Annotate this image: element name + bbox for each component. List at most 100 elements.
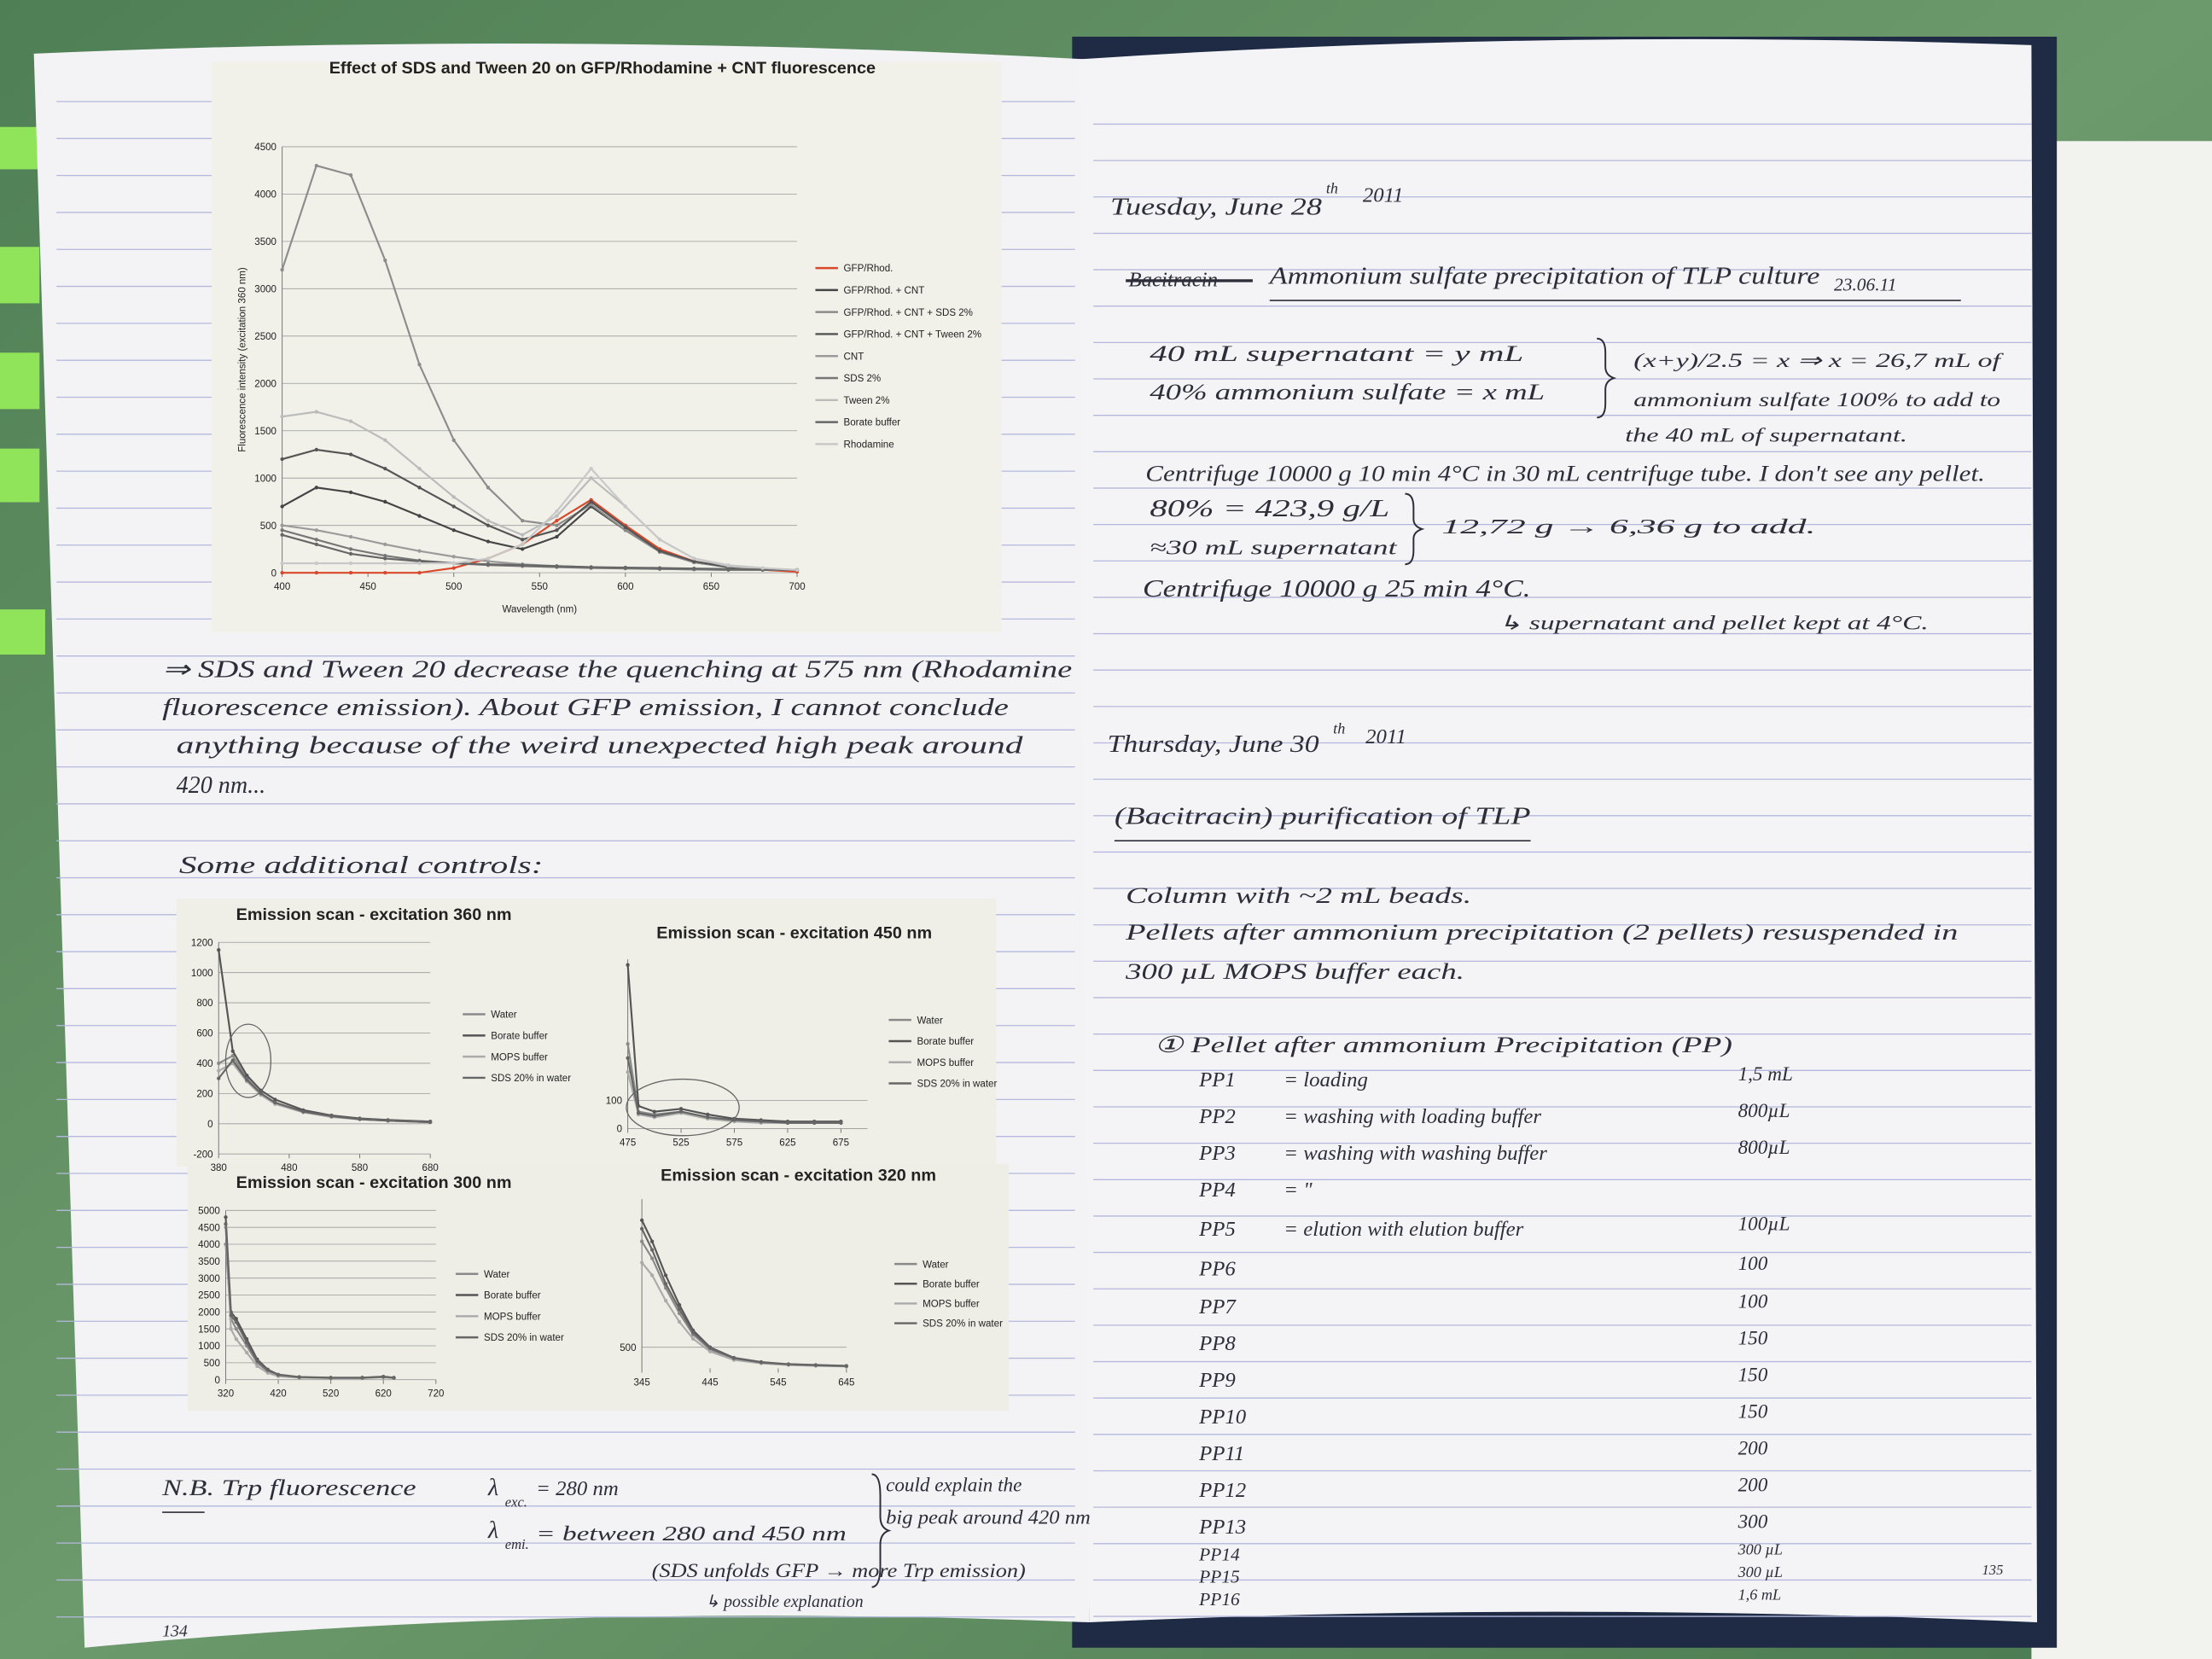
tab [0, 448, 40, 503]
data-point [314, 447, 318, 452]
y-tick-label: 4000 [198, 1240, 220, 1250]
data-point [329, 1376, 333, 1380]
handwritten-text: ≈30 mL supernatant [1150, 537, 1398, 560]
data-point [230, 1049, 235, 1053]
series-line [282, 448, 798, 571]
data-point [726, 563, 731, 568]
data-point [555, 518, 559, 523]
x-tick-label: 675 [833, 1138, 849, 1148]
series-line [626, 1057, 841, 1124]
chart-title: Effect of SDS and Tween 20 on GFP/Rhodam… [329, 59, 876, 78]
data-point [555, 523, 559, 527]
data-point [636, 1111, 641, 1115]
y-tick-label: 4500 [254, 143, 276, 153]
handwritten-text: anything because of the weird unexpected… [177, 733, 1024, 760]
x-tick-label: 550 [532, 582, 548, 592]
data-point [314, 410, 318, 414]
y-tick-label: 500 [204, 1359, 220, 1369]
data-point [314, 528, 318, 533]
data-point [417, 561, 422, 566]
data-point [639, 1239, 644, 1243]
tab [0, 126, 40, 170]
row-label: PP1 [1198, 1068, 1236, 1091]
legend-label: Borate buffer [491, 1031, 548, 1041]
data-point [383, 554, 387, 558]
row-label: PP3 [1198, 1142, 1236, 1165]
row-volume: 300 µL [1738, 1541, 1783, 1558]
y-tick-label: 0 [271, 568, 276, 579]
data-point [230, 1058, 235, 1062]
data-point [417, 514, 422, 518]
handwritten-text: th [1333, 720, 1345, 737]
row-volume: 1,6 mL [1738, 1586, 1782, 1604]
handwritten-text: = 280 nm [536, 1477, 619, 1500]
series-line [282, 533, 797, 571]
data-point [451, 566, 456, 570]
row-label: PP4 [1198, 1179, 1236, 1202]
row-description: = elution with elution buffer [1284, 1218, 1523, 1241]
row-label: PP9 [1198, 1369, 1236, 1392]
handwritten-text: the 40 mL of supernatant. [1625, 424, 1907, 446]
row-label: PP6 [1198, 1257, 1236, 1280]
legend-label: Water [917, 1016, 943, 1026]
data-point [812, 1121, 817, 1125]
data-point [555, 509, 559, 514]
handwritten-text: (x+y)/2.5 = x ⇒ x = 26,7 mL of [1633, 350, 2005, 372]
row-volume: 100 [1738, 1253, 1768, 1275]
x-tick-label: 650 [703, 582, 719, 592]
handwritten-text: ↳ possible explanation [706, 1592, 864, 1611]
handwritten-text: 420 nm... [177, 772, 266, 799]
row-volume: 300 [1738, 1511, 1768, 1533]
row-label: PP13 [1198, 1516, 1246, 1539]
y-tick-label: 0 [617, 1125, 622, 1135]
y-tick-label: 200 [196, 1089, 212, 1099]
row-description: = washing with washing buffer [1284, 1142, 1547, 1165]
y-tick-label: 3000 [198, 1274, 220, 1284]
data-point [417, 549, 422, 553]
data-point [692, 567, 696, 571]
row-volume: 150 [1738, 1364, 1768, 1386]
handwritten-text: Ammonium sulfate precipitation of TLP cu… [1267, 263, 1819, 289]
handwritten-text: ↳ supernatant and pellet kept at 4°C. [1499, 612, 1929, 634]
y-tick-label: 0 [214, 1376, 219, 1386]
data-point [521, 533, 525, 537]
row-volume: 100 [1738, 1290, 1768, 1313]
data-point [417, 362, 422, 367]
y-tick-label: 400 [196, 1059, 212, 1069]
data-point [280, 561, 284, 566]
data-point [276, 1372, 281, 1377]
y-tick-label: 0 [207, 1120, 212, 1130]
legend-label: Water [923, 1260, 949, 1270]
data-point [280, 504, 284, 509]
data-point [486, 486, 491, 490]
handwritten-text: 2011 [1363, 183, 1404, 207]
x-tick-label: 545 [770, 1377, 786, 1388]
y-tick-label: 100 [606, 1097, 622, 1107]
handwritten-text: Pellets after ammonium precipitation (2 … [1125, 919, 1959, 945]
data-point [314, 542, 318, 547]
y-tick-label: 1000 [254, 474, 276, 484]
data-point [649, 1256, 655, 1260]
data-point [690, 1330, 696, 1335]
handwritten-text: λ [487, 1475, 498, 1501]
data-point [280, 414, 284, 419]
data-point [217, 947, 221, 952]
data-point [678, 1107, 684, 1111]
legend-label: SDS 2% [844, 374, 882, 384]
handwritten-text: N.B. Trp fluorescence [161, 1475, 416, 1500]
data-point [255, 1359, 259, 1364]
data-point [623, 565, 628, 570]
data-point [383, 561, 387, 566]
data-point [555, 564, 559, 568]
legend-label: GFP/Rhod. [844, 264, 894, 274]
handwritten-text: 40 mL supernatant = y mL [1150, 341, 1523, 366]
data-point [417, 570, 422, 575]
data-point [795, 568, 800, 572]
data-point [301, 1109, 306, 1114]
handwritten-text: emi. [505, 1536, 529, 1552]
row-volume: 300 µL [1738, 1563, 1783, 1580]
data-point [314, 486, 318, 490]
x-tick-label: 480 [281, 1163, 297, 1173]
row-label: PP8 [1198, 1332, 1236, 1355]
